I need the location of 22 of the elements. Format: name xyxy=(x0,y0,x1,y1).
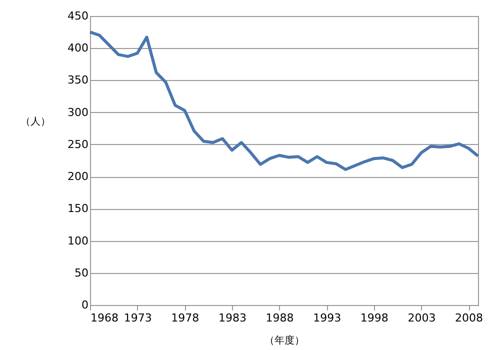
x-tick-label: 1998 xyxy=(360,312,388,324)
y-tick-label: 200 xyxy=(68,170,88,184)
line-series xyxy=(88,30,480,171)
x-tick-label: 1983 xyxy=(218,312,246,324)
x-tick-label: 1968 xyxy=(90,312,118,324)
y-tick-label: 250 xyxy=(68,138,88,151)
y-tick-label: 150 xyxy=(68,202,88,216)
y-tick-label: 350 xyxy=(68,74,88,87)
x-tick-label: 1973 xyxy=(124,312,152,324)
x-tick-label: 1978 xyxy=(171,312,200,324)
y-tick-label: 100 xyxy=(68,234,88,248)
y-axis-title: （人） xyxy=(20,116,50,128)
y-tick-label: 450 xyxy=(68,10,88,22)
y-tick-label: 400 xyxy=(68,42,88,55)
y-tick-label: 0 xyxy=(82,298,88,312)
x-tick-label: 1993 xyxy=(313,312,342,324)
y-tick-label: 50 xyxy=(74,266,88,280)
x-tick-label: 2003 xyxy=(408,312,436,324)
x-tick-label: 2008 xyxy=(455,312,484,324)
x-tick-label: 1988 xyxy=(266,312,294,324)
y-tick-label: 300 xyxy=(68,106,88,119)
x-axis-title: （年度） xyxy=(264,334,304,346)
